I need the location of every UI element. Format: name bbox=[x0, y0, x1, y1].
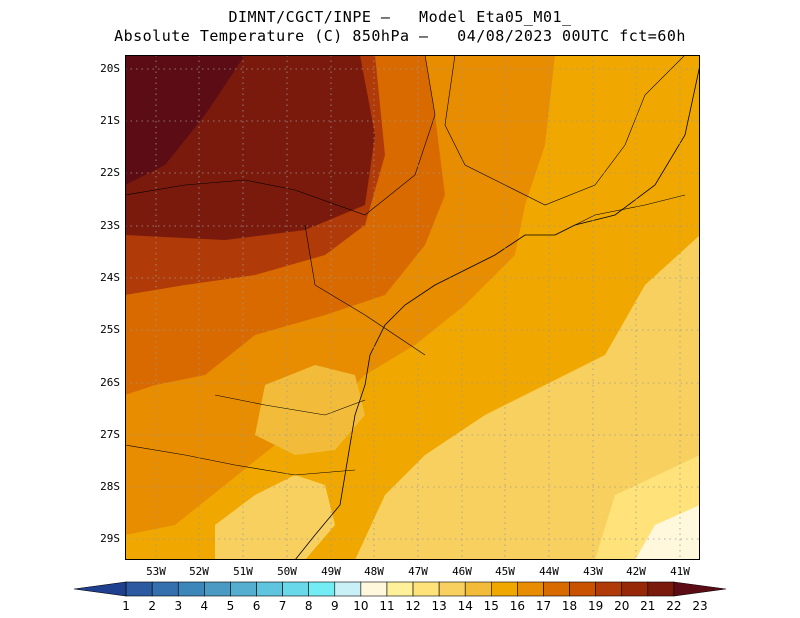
colorbar-swatch bbox=[464, 581, 492, 597]
colorbar-swatch bbox=[177, 581, 205, 597]
lon-label: 42W bbox=[626, 565, 646, 578]
lat-label: 21S bbox=[100, 114, 120, 127]
state-border-mg bbox=[444, 55, 686, 206]
colorbar-swatch bbox=[386, 581, 414, 597]
colorbar-label: 8 bbox=[305, 599, 313, 613]
field-15-center bbox=[255, 365, 365, 455]
colorbar-swatch bbox=[543, 581, 570, 597]
colorbar-label: 6 bbox=[253, 599, 261, 613]
colorbar-swatch bbox=[569, 581, 596, 597]
state-border-ms-sp bbox=[125, 55, 436, 216]
colorbar-swatch bbox=[73, 581, 127, 597]
colorbar-swatch bbox=[647, 581, 675, 597]
lat-label: 25S bbox=[100, 323, 120, 336]
colorbar-swatch bbox=[621, 581, 649, 597]
field-23 bbox=[125, 55, 245, 185]
lon-label: 41W bbox=[670, 565, 690, 578]
colorbar-label: 16 bbox=[510, 599, 525, 613]
state-border-rj bbox=[554, 194, 686, 236]
lon-label: 44W bbox=[539, 565, 559, 578]
graticule bbox=[125, 55, 700, 560]
lon-label: 53W bbox=[146, 565, 166, 578]
colorbar-label: 23 bbox=[692, 599, 707, 613]
colorbar-label: 1 bbox=[122, 599, 130, 613]
colorbar-label: 5 bbox=[227, 599, 235, 613]
colorbar-label: 2 bbox=[148, 599, 156, 613]
colorbar-label: 20 bbox=[614, 599, 629, 613]
temperature-map bbox=[125, 55, 700, 560]
colorbar-swatch bbox=[334, 581, 362, 597]
colorbar: 1 2 3 4 5 6 7 8 9 10 11 12 13 14 15 16 17 18 19 20 21 22 23 bbox=[73, 581, 727, 613]
colorbar-swatch bbox=[412, 581, 440, 597]
coastline bbox=[294, 64, 700, 560]
lon-label: 51W bbox=[233, 565, 253, 578]
colorbar-label: 10 bbox=[353, 599, 368, 613]
state-border-pr bbox=[304, 224, 426, 356]
colorbar-swatch bbox=[204, 581, 231, 597]
colorbar-label: 22 bbox=[666, 599, 681, 613]
colorbar-swatch bbox=[125, 581, 153, 597]
colorbar-swatch bbox=[308, 581, 336, 597]
colorbar-label: 15 bbox=[484, 599, 499, 613]
colorbar-swatch bbox=[491, 581, 518, 597]
colorbar-label: 19 bbox=[588, 599, 603, 613]
colorbar-label: 12 bbox=[405, 599, 420, 613]
colorbar-label: 7 bbox=[279, 599, 287, 613]
lat-label: 28S bbox=[100, 480, 120, 493]
colorbar-swatch bbox=[256, 581, 283, 597]
state-border-sc-rs bbox=[125, 444, 356, 476]
lon-label: 52W bbox=[189, 565, 209, 578]
lat-label: 26S bbox=[100, 376, 120, 389]
lat-label: 29S bbox=[100, 532, 120, 545]
field-14-south bbox=[215, 475, 335, 560]
colorbar-swatch bbox=[282, 581, 309, 597]
lon-label: 43W bbox=[583, 565, 603, 578]
lon-label: 48W bbox=[364, 565, 384, 578]
lon-label: 50W bbox=[277, 565, 297, 578]
state-border-pr-sc bbox=[214, 394, 366, 416]
lat-label: 27S bbox=[100, 428, 120, 441]
colorbar-label: 21 bbox=[640, 599, 655, 613]
colorbar-label: 4 bbox=[201, 599, 209, 613]
colorbar-label: 9 bbox=[331, 599, 339, 613]
colorbar-label: 3 bbox=[174, 599, 182, 613]
lat-label: 24S bbox=[100, 271, 120, 284]
lat-label: 23S bbox=[100, 219, 120, 232]
colorbar-swatch bbox=[360, 581, 388, 597]
colorbar-label: 11 bbox=[379, 599, 394, 613]
title-line-1: DIMNT/CGCT/INPE – Model Eta05_M01_ bbox=[228, 8, 572, 26]
colorbar-swatch bbox=[595, 581, 623, 597]
colorbar-swatch bbox=[517, 581, 544, 597]
colorbar-label: 13 bbox=[431, 599, 446, 613]
lat-label: 22S bbox=[100, 166, 120, 179]
colorbar-swatch bbox=[151, 581, 179, 597]
lon-label: 47W bbox=[408, 565, 428, 578]
colorbar-label: 17 bbox=[536, 599, 551, 613]
lon-label: 49W bbox=[321, 565, 341, 578]
field-11-se bbox=[635, 505, 700, 560]
colorbar-label: 14 bbox=[458, 599, 473, 613]
lon-label: 46W bbox=[452, 565, 472, 578]
map-frame bbox=[125, 55, 700, 560]
lon-label: 45W bbox=[495, 565, 515, 578]
colorbar-swatch bbox=[673, 581, 727, 597]
colorbar-label: 18 bbox=[562, 599, 577, 613]
colorbar-swatch bbox=[438, 581, 466, 597]
title-line-2: Absolute Temperature (C) 850hPa – 04/08/… bbox=[114, 27, 686, 45]
lat-label: 20S bbox=[100, 62, 120, 75]
colorbar-swatch bbox=[230, 581, 257, 597]
